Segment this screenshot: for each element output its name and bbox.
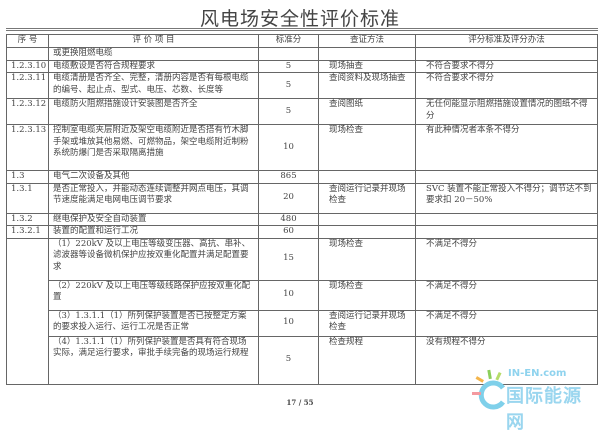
page-number: 17 / 55: [286, 398, 314, 407]
table-row: 或更换阻燃电缆: [6, 47, 598, 61]
row-method: 查阅图纸: [318, 98, 416, 125]
table-subrow: （4）1.3.1.1（1）所列保护装置是否具有符合现场实际，满足运行要求，审批手…: [7, 335, 598, 385]
row-item: （2）220kV 及以上电压等级线路保护应按双重化配置: [48, 279, 259, 311]
watermark-en: IN-EN.com: [508, 368, 567, 379]
row-number: 1.3.2.1: [6, 225, 49, 239]
header-criteria: 评分标准及评分办法: [415, 34, 598, 48]
row-number: 1.3.1: [6, 182, 49, 214]
row-method: 现场检查: [318, 237, 416, 281]
row-item: 电缆防火阻燃措施设计安装图是否齐全: [48, 98, 259, 125]
row-score: 5: [258, 59, 319, 73]
row-method: [318, 212, 416, 226]
row-criteria: [415, 170, 598, 184]
row-item: 控制室电缆夹层附近及架空电缆附近是否搭有竹木脚手架或堆放其他易燃、可燃物品，架空…: [48, 124, 259, 171]
evaluation-table: 序 号 评 价 项 目 标准分 查证方法 评分标准及评分办法 或更换阻燃电缆 1.…: [6, 34, 598, 385]
row-method: [318, 170, 416, 184]
table-row: 1.3.2 继电保护及安全自动装置 480: [6, 212, 598, 226]
row-score: 60: [258, 225, 319, 239]
row-method: 查阅运行记录并现场检查: [318, 309, 416, 337]
row-method: 现场检查: [318, 124, 416, 171]
title-divider: [6, 28, 598, 31]
row-score: 5: [258, 98, 319, 125]
row-method: 检查规程: [318, 335, 416, 385]
sun-logo-icon: [472, 369, 506, 410]
row-criteria: SVC 装置不能正常投入不得分；调节达不到要求扣 20－50%: [415, 182, 598, 214]
table-header: 序 号 评 价 项 目 标准分 查证方法 评分标准及评分办法: [6, 34, 598, 48]
row-criteria: 不符合要求不得分: [415, 59, 598, 73]
row-score: 20: [258, 182, 319, 214]
row-score: 15: [258, 237, 319, 281]
row-score: 865: [258, 170, 319, 184]
row-score: 5: [258, 72, 319, 99]
row-criteria: 有此种情况者本条不得分: [415, 124, 598, 171]
row-item: 是否正常投入，并能动态连续调整并网点电压，其调节速度能满足电网电压调节要求: [48, 182, 259, 214]
table-row: 1.3.1 是否正常投入，并能动态连续调整并网点电压，其调节速度能满足电网电压调节…: [6, 182, 598, 214]
watermark-cn: 国际能源网: [506, 386, 582, 433]
row-criteria: 不满足不得分: [415, 279, 598, 311]
watermark-logo: IN-EN.com 国际能源网: [470, 366, 600, 433]
table-subrow: （1）220kV 及以上电压等级变压器、高抗、串补、滤波器等设备微机保护应按双重…: [6, 237, 598, 385]
header-score: 标准分: [258, 34, 319, 48]
row-criteria: 没有规程不得分: [415, 335, 598, 385]
row-number: 1.3: [6, 170, 49, 184]
row-score: [258, 47, 319, 61]
row-item: 或更换阻燃电缆: [48, 47, 259, 61]
row-number: 1.2.3.10: [6, 59, 49, 73]
row-criteria: 不满足不得分: [415, 237, 598, 281]
row-method: 现场检查: [318, 279, 416, 311]
row-score: 480: [258, 212, 319, 226]
table-subrow: （2）220kV 及以上电压等级线路保护应按双重化配置 10 现场检查 不满足不得分: [7, 279, 598, 311]
row-method: 现场抽查: [318, 59, 416, 73]
row-item: （4）1.3.1.1（1）所列保护装置是否具有符合现场实际，满足运行要求，审批手…: [48, 335, 259, 385]
header-item: 评 价 项 目: [48, 34, 259, 48]
row-item: 电缆清册是否齐全、完整，清册内容是否有每根电缆的编号、起止点、型式、电压、芯数、…: [48, 72, 259, 99]
row-score: 10: [258, 309, 319, 337]
header-method: 查证方法: [318, 34, 416, 48]
row-criteria: [415, 47, 598, 61]
row-number: 1.2.3.13: [6, 124, 49, 171]
table-row: 1.2.3.13 控制室电缆夹层附近及架空电缆附近是否搭有竹木脚手架或堆放其他易燃…: [6, 124, 598, 171]
row-score: 10: [258, 124, 319, 171]
row-item: （3）1.3.1.1（1）所列保护装置是否已按整定方案的要求投入运行、运行工况是…: [48, 309, 259, 337]
row-criteria: 不满足不得分: [415, 309, 598, 337]
row-score: 10: [258, 279, 319, 311]
table-row: 1.3.2.1 装置的配置和运行工况 60: [6, 225, 598, 239]
row-item: 装置的配置和运行工况: [48, 225, 259, 239]
row-criteria: [415, 225, 598, 239]
row-item: 电缆敷设是否符合规程要求: [48, 59, 259, 73]
row-number: 1.2.3.12: [6, 98, 49, 125]
table-row: 1.3 电气二次设备及其他 865: [6, 170, 598, 184]
row-criteria: 无任何能显示阻燃措施设置情况的图纸不得分: [415, 98, 598, 125]
row-item: （1）220kV 及以上电压等级变压器、高抗、串补、滤波器等设备微机保护应按双重…: [48, 237, 259, 281]
merged-number-cell: [6, 237, 49, 385]
header-no: 序 号: [6, 34, 49, 48]
row-score: 5: [258, 335, 319, 385]
row-number: 1.3.2: [6, 212, 49, 226]
table-row: 1.2.3.10 电缆敷设是否符合规程要求 5 现场抽查 不符合要求不得分: [6, 59, 598, 73]
row-method: 查阅运行记录并现场检查: [318, 182, 416, 214]
row-number: 1.2.3.11: [6, 72, 49, 99]
row-item: 继电保护及安全自动装置: [48, 212, 259, 226]
row-item: 电气二次设备及其他: [48, 170, 259, 184]
row-method: [318, 47, 416, 61]
page-title: 风电场安全性评价标准: [199, 8, 400, 30]
row-criteria: [415, 212, 598, 226]
table-row: 1.2.3.11 电缆清册是否齐全、完整，清册内容是否有每根电缆的编号、起止点、型…: [6, 72, 598, 99]
row-method: [318, 225, 416, 239]
row-method: 查阅资料及现场抽查: [318, 72, 416, 99]
table-row: 1.2.3.12 电缆防火阻燃措施设计安装图是否齐全 5 查阅图纸 无任何能显示阻燃措施…: [6, 98, 598, 125]
row-criteria: 不符合要求不得分: [415, 72, 598, 99]
row-number: [6, 47, 49, 61]
table-subrow: （3）1.3.1.1（1）所列保护装置是否已按整定方案的要求投入运行、运行工况是…: [7, 309, 598, 337]
